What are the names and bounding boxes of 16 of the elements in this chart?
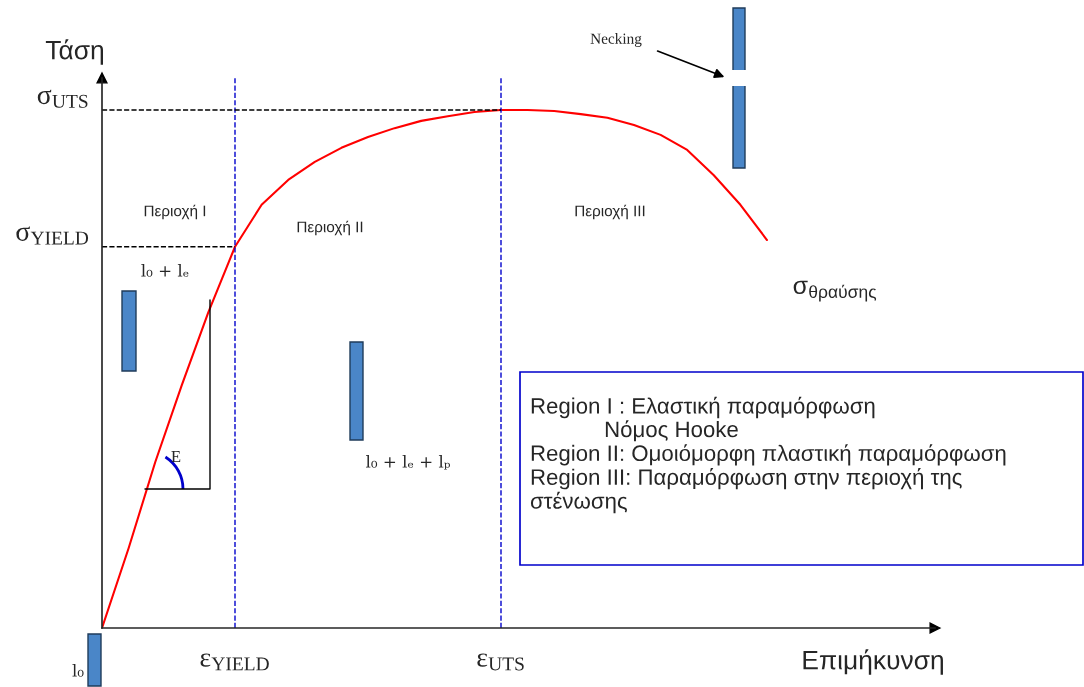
annotation: Περιοχή III [575, 204, 645, 220]
annotation: l₀ + lₑ [141, 263, 189, 277]
x-axis-title: Επιμήκυνση [803, 649, 943, 675]
text: Necking [590, 33, 642, 47]
annotation: l₀ + lₑ + lₚ [366, 454, 450, 470]
ref-line-label: σ$_{UTS}$ [37, 89, 88, 108]
x-tick-label: ε$_{UTS}$ [477, 653, 524, 671]
x-tick-label: ε$_{YIELD}$ [200, 653, 269, 671]
text: σ$_{θραύσης}$ [793, 280, 877, 302]
ref-line-label: σ$_{YIELD}$ [16, 226, 89, 245]
annotation: Region I : Ελαστική παραμόρφωση Νόμος Hooke Region II: Ομοιόμορφη πλαστική παραμόρφωση Region III: Παραμόρφωση στην περιοχή της στένωσης [530, 396, 1006, 514]
text: l₀ [72, 663, 84, 677]
annotation: Περιοχή I [144, 204, 206, 220]
y-axis-title: Τάση [45, 39, 104, 65]
annotation: E [171, 451, 181, 463]
annotation: Περιοχή II [297, 220, 363, 236]
